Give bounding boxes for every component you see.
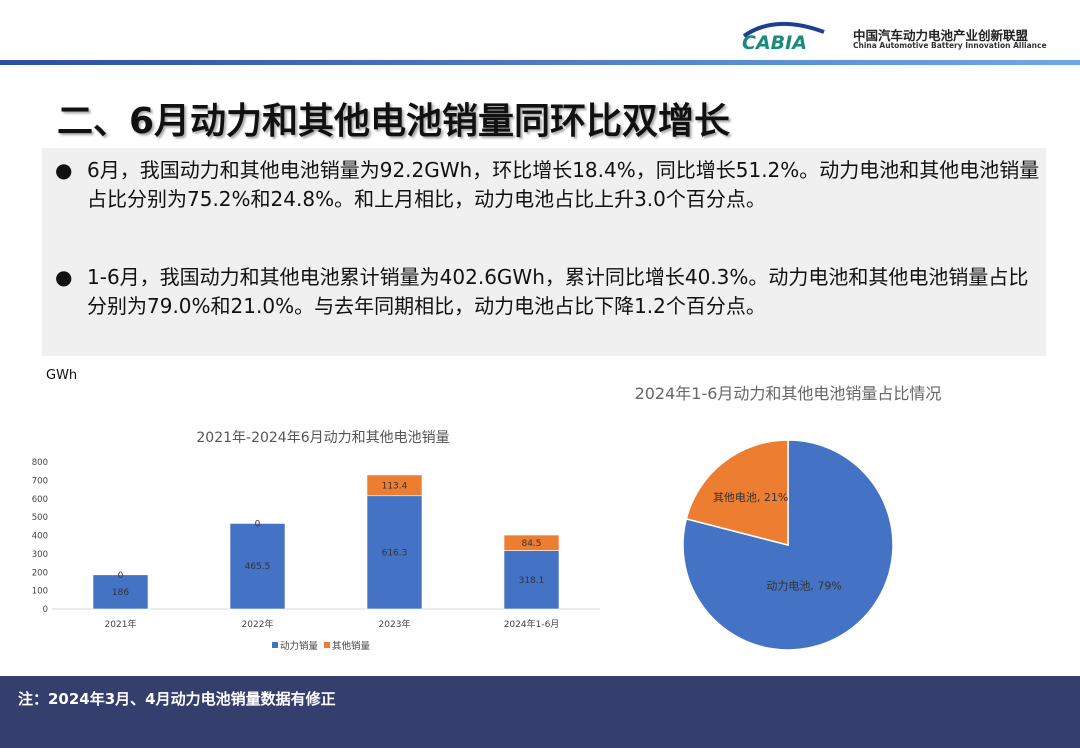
bar-segment — [92, 574, 149, 610]
cabia-logo: CABIA — [742, 22, 825, 52]
y-tick-label: 300 — [32, 550, 48, 560]
x-tick-label: 2021年 — [105, 618, 137, 630]
legend-label: 动力销量 — [280, 640, 319, 652]
data-label: 465.5 — [245, 562, 271, 572]
data-label: 0 — [118, 571, 124, 581]
bullet-text: 1-6月，我国动力和其他电池累计销量为402.6GWh，累计同比增长40.3%。… — [87, 265, 1029, 318]
legend-label: 其他销量 — [332, 640, 371, 652]
y-tick-label: 700 — [32, 476, 48, 486]
data-label: 113.4 — [382, 481, 408, 491]
bar-chart-title: 2021年-2024年6月动力和其他电池销量 — [196, 430, 449, 446]
footer-note: 注：2024年3月、4月动力电池销量数据有修正 — [18, 690, 336, 708]
legend-swatch — [324, 642, 330, 648]
y-unit-label: GWh — [46, 368, 78, 383]
pie-slice — [685, 439, 789, 546]
pie-slice — [682, 439, 894, 651]
bullet-dot: ● — [55, 265, 73, 289]
summary-box: ● 6月，我国动力和其他电池销量为92.2GWh，环比增长18.4%，同比增长51… — [42, 148, 1046, 356]
org-name-cn: 中国汽车动力电池产业创新联盟 — [853, 28, 1029, 43]
bar-segment — [503, 550, 560, 610]
bar-segment — [366, 474, 423, 497]
y-tick-label: 200 — [32, 568, 48, 578]
charts: 2021年-2024年6月动力和其他电池销量 0 100 200 300 400 500 60… — [32, 384, 942, 652]
pie-chart-title: 2024年1-6月动力和其他电池销量占比情况 — [635, 384, 942, 403]
y-tick-label: 100 — [32, 587, 48, 597]
header-divider — [0, 60, 1080, 65]
x-tick-label: 2022年 — [242, 618, 274, 630]
bar-segment — [366, 495, 423, 610]
x-tick-label: 2023年 — [379, 618, 411, 630]
bullet-dot: ● — [55, 158, 73, 182]
data-label: 84.5 — [521, 539, 541, 549]
bar-segment — [503, 534, 560, 551]
pie-label: 其他电池, 21% — [713, 491, 788, 504]
data-label: 186 — [112, 588, 129, 598]
pie-label: 动力电池, 79% — [766, 580, 841, 593]
data-label: 318.1 — [519, 576, 545, 586]
y-tick-label: 800 — [32, 458, 48, 468]
bullet-text: 6月，我国动力和其他电池销量为92.2GWh，环比增长18.4%，同比增长51.… — [87, 158, 1040, 211]
data-label: 616.3 — [382, 548, 408, 558]
y-tick-label: 600 — [32, 495, 48, 505]
org-name-en: China Automotive Battery Innovation Alli… — [853, 41, 1047, 50]
x-tick-label: 2024年1-6月 — [504, 618, 560, 630]
legend-swatch — [272, 642, 278, 648]
y-tick-label: 0 — [43, 605, 48, 615]
bar-segment — [229, 523, 286, 610]
bullet-2: ● 1-6月，我国动力和其他电池累计销量为402.6GWh，累计同比增长40.3%… — [55, 263, 1047, 321]
y-tick-label: 500 — [32, 513, 48, 523]
data-label: 0 — [255, 519, 261, 529]
footer: 注：2024年3月、4月动力电池销量数据有修正 — [0, 676, 1080, 748]
y-tick-label: 400 — [32, 532, 48, 542]
bullet-1: ● 6月，我国动力和其他电池销量为92.2GWh，环比增长18.4%，同比增长51… — [55, 156, 1047, 214]
page-title: 二、6月动力和其他电池销量同环比双增长 — [57, 101, 731, 142]
svg-text:CABIA: CABIA — [742, 32, 807, 52]
